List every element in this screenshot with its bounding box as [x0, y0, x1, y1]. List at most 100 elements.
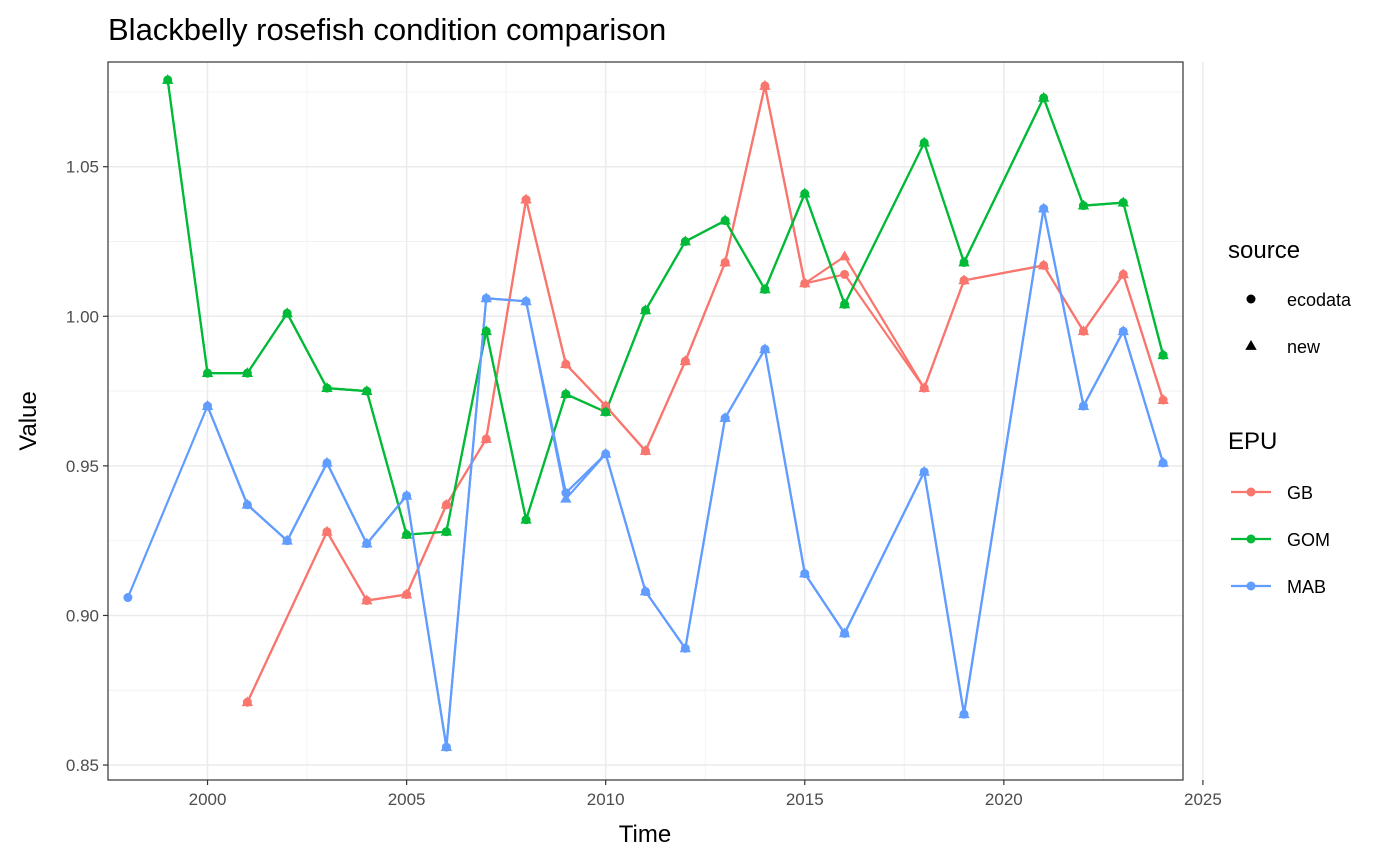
legend-label-new: new [1287, 337, 1321, 357]
legend-source-title: source [1228, 237, 1300, 264]
legend-label-ecodata: ecodata [1287, 290, 1352, 310]
point-gb-new [838, 250, 851, 261]
x-axis-title: Time [619, 821, 671, 848]
line-gom-new [166, 79, 1165, 536]
point-gb-new [958, 274, 970, 285]
point-gb-ecodata [840, 269, 850, 279]
point-gom-new [440, 525, 453, 536]
y-tick-label: 0.90 [66, 606, 99, 625]
x-tick-label: 2015 [786, 790, 824, 809]
point-gb-new [799, 277, 811, 288]
point-gom-new [1117, 196, 1129, 207]
point-mab-new [241, 498, 254, 509]
legend: source ecodata new EPU GB GOM MAB [1228, 237, 1352, 597]
point-gom-new [321, 382, 333, 392]
legend-epu-title: EPU [1228, 428, 1277, 455]
point-gb-new [918, 382, 930, 392]
legend-key-point-gb [1246, 487, 1256, 497]
point-gom-new [639, 304, 652, 315]
x-tick-label: 2010 [587, 790, 625, 809]
point-gom-new [520, 513, 532, 524]
point-mab-new [799, 567, 811, 578]
point-mab-new [321, 456, 333, 467]
y-axis-title: Value [15, 391, 42, 451]
point-mab-new [560, 492, 572, 503]
point-gom-new [480, 325, 492, 336]
point-gb-new [560, 358, 572, 369]
legend-label-gb: GB [1287, 483, 1313, 503]
x-tick-label: 2020 [985, 790, 1023, 809]
point-mab-new [201, 400, 214, 410]
y-tick-label: 0.85 [66, 756, 99, 775]
point-mab-new [480, 292, 492, 303]
point-gom-new [719, 214, 731, 225]
point-gom-new [1077, 199, 1090, 210]
point-mab-new [400, 489, 413, 500]
point-gom-new [838, 298, 851, 309]
point-gb-new [400, 588, 413, 599]
point-mab-new [759, 343, 771, 354]
point-mab-new [520, 295, 532, 306]
point-gom-new [679, 235, 692, 246]
point-gb-new [480, 432, 492, 443]
x-tick-label: 2025 [1184, 790, 1222, 809]
point-gom-new [201, 367, 214, 378]
y-axis: 0.85 0.90 0.95 1.00 1.05 [66, 158, 108, 775]
point-mab-new [918, 465, 930, 476]
x-tick-label: 2000 [189, 790, 227, 809]
point-gom-new [1037, 91, 1050, 102]
point-gom-new [958, 256, 970, 267]
plot-panel [108, 62, 1183, 780]
plot-border [107, 61, 1184, 781]
point-gom-new [241, 367, 254, 378]
point-gom-new [1157, 349, 1169, 360]
legend-key-new [1245, 340, 1257, 350]
point-gom-new [162, 73, 174, 84]
point-gb-new [321, 525, 333, 536]
point-gom-new [799, 187, 811, 198]
legend-key-point-mab [1246, 581, 1256, 591]
x-tick-label: 2005 [388, 790, 426, 809]
point-gb-new [1117, 268, 1129, 279]
legend-label-gom: GOM [1287, 530, 1330, 550]
point-gb-new [719, 256, 731, 267]
point-mab-new [838, 627, 851, 638]
point-mab-new [958, 708, 970, 719]
legend-source-items: ecodata new [1245, 290, 1352, 357]
y-tick-label: 1.05 [66, 158, 99, 177]
point-mab-new [1037, 202, 1050, 213]
series-points [123, 73, 1169, 752]
point-gb-new [639, 444, 652, 455]
x-axis: 2000 2005 2010 2015 2020 2025 [189, 780, 1222, 809]
point-gom-new [759, 283, 771, 294]
point-gom-new [361, 385, 373, 395]
point-gb-new [1037, 259, 1050, 270]
y-tick-label: 0.95 [66, 457, 99, 476]
plot-area [107, 61, 1204, 781]
point-mab-new [639, 585, 652, 596]
series-lines [126, 79, 1165, 749]
chart-title: Blackbelly rosefish condition comparison [108, 12, 666, 47]
legend-epu-items: GB GOM MAB [1231, 483, 1330, 597]
point-mab-new [719, 412, 731, 422]
point-mab-new [599, 447, 612, 458]
point-gom-new [560, 388, 572, 398]
point-gom-new [400, 528, 413, 539]
point-gom-new [918, 136, 930, 147]
point-mab-new [1157, 456, 1169, 467]
point-gb-new [440, 498, 453, 509]
point-mab-new [440, 741, 453, 751]
point-mab-new [281, 534, 293, 545]
point-gb-new [599, 400, 612, 410]
point-mab-new [1077, 400, 1090, 410]
y-tick-label: 1.00 [66, 307, 99, 326]
legend-key-ecodata [1246, 294, 1256, 304]
point-gb-new [1157, 394, 1169, 404]
point-gb-new [759, 79, 771, 90]
point-mab-new [361, 537, 373, 548]
point-gb-new [679, 355, 692, 366]
point-gb-new [361, 594, 373, 605]
point-gb-new [520, 193, 532, 204]
point-mab-new [1117, 325, 1129, 336]
